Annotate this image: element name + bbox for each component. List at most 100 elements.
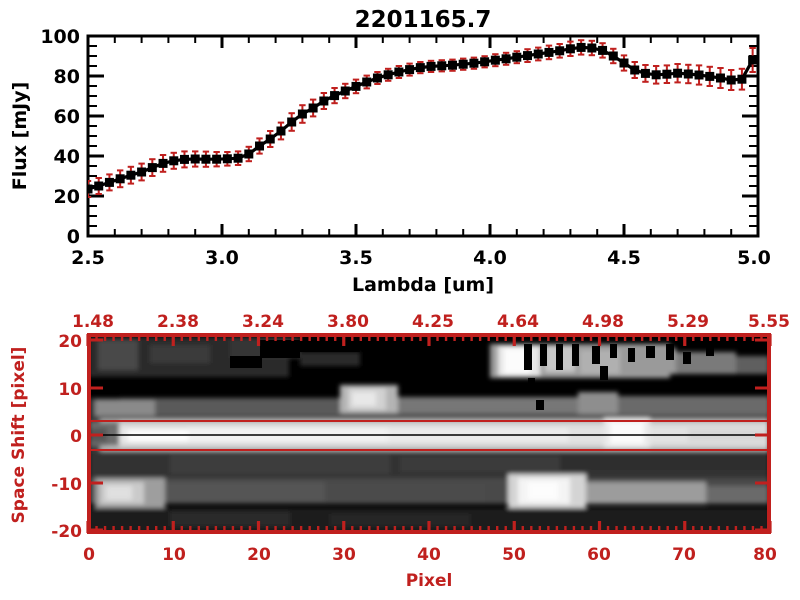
bottom-y-tick-labels: 20 10 0 -10 -20 xyxy=(51,332,82,542)
top-y-tick-label: 40 xyxy=(54,146,80,168)
data-point-marker xyxy=(319,96,329,106)
bottom-x-tick-label: 20 xyxy=(247,545,271,565)
bottom-y-tick-label: 0 xyxy=(70,427,82,447)
bottom-y-ticks xyxy=(89,338,769,532)
data-point-marker xyxy=(576,42,586,52)
data-point-marker xyxy=(715,73,725,83)
top-y-axis-title: Flux [mJy] xyxy=(9,82,31,191)
data-point-marker xyxy=(137,167,147,177)
top-y-tick-label: 80 xyxy=(54,66,80,88)
top-x-tick-label: 4.0 xyxy=(473,247,507,269)
data-point-marker xyxy=(104,177,114,187)
data-point-marker xyxy=(212,154,222,164)
data-point-marker xyxy=(726,75,736,85)
top-x-tick-label: 2.5 xyxy=(71,247,105,269)
data-point-marker xyxy=(694,70,704,80)
data-point-marker xyxy=(437,61,447,71)
data-point-marker xyxy=(447,60,457,70)
top-x-tick-label: 5.0 xyxy=(737,247,771,269)
data-point-marker xyxy=(683,69,693,79)
bottom-major-ticks xyxy=(86,334,772,533)
data-point-marker xyxy=(458,59,468,69)
lambda-tick-label: 1.48 xyxy=(72,312,114,332)
bottom-x-tick-label: 80 xyxy=(753,545,777,565)
data-point-marker xyxy=(587,43,597,53)
bottom-x-tick-label: 60 xyxy=(587,545,611,565)
top-x-tick-label: 4.5 xyxy=(607,247,641,269)
top-panel: 2201165.7 xyxy=(9,7,771,296)
data-point-marker xyxy=(608,51,618,61)
data-point-marker xyxy=(179,154,189,164)
data-point-marker xyxy=(265,134,275,144)
page-title: 2201165.7 xyxy=(355,7,492,33)
top-x-tick-label: 3.5 xyxy=(339,247,373,269)
data-point-marker xyxy=(222,154,232,164)
data-point-marker xyxy=(598,45,608,55)
spectral-image xyxy=(89,335,769,532)
data-point-marker xyxy=(383,70,393,80)
error-bar xyxy=(88,180,92,198)
data-point-marker xyxy=(490,55,500,65)
data-point-marker xyxy=(405,65,415,75)
lambda-tick-label: 4.98 xyxy=(582,312,624,332)
data-point-marker xyxy=(426,61,436,71)
data-point-marker xyxy=(480,57,490,67)
bottom-x-axis-title: Pixel xyxy=(406,571,453,591)
data-point-marker xyxy=(147,163,157,173)
top-y-axis-ticks xyxy=(88,34,758,238)
image-bad-pixels xyxy=(230,338,714,410)
data-point-marker xyxy=(233,153,243,163)
bottom-x-tick-label: 10 xyxy=(162,545,186,565)
data-point-marker xyxy=(276,126,286,136)
bottom-y-axis-title: Space Shift [pixel] xyxy=(9,347,29,524)
data-point-marker xyxy=(94,181,104,191)
data-point-marker xyxy=(201,154,211,164)
data-point-marker xyxy=(244,149,254,159)
lambda-tick-label: 4.25 xyxy=(412,312,454,332)
top-x-axis-title: Lambda [um] xyxy=(352,274,494,296)
data-point-marker xyxy=(287,117,297,127)
data-point-marker xyxy=(640,68,650,78)
data-point-marker xyxy=(662,69,672,79)
data-point-marker xyxy=(523,51,533,61)
bottom-top-axis-tick-labels: 1.48 2.38 3.24 3.80 4.25 4.64 4.98 5.29 … xyxy=(72,312,790,332)
bottom-x-tick-label: 50 xyxy=(502,545,526,565)
data-point-marker xyxy=(705,71,715,81)
data-point-marker xyxy=(651,70,661,80)
data-point-marker xyxy=(469,58,479,68)
bottom-y-tick-label: 10 xyxy=(58,380,82,400)
bottom-y-tick-label: -10 xyxy=(51,475,82,495)
data-point-marker xyxy=(673,68,683,78)
top-x-axis-ticks xyxy=(86,36,760,236)
lambda-tick-label: 5.29 xyxy=(667,312,709,332)
data-point-marker xyxy=(619,58,629,68)
top-x-axis-minor-ticks xyxy=(113,36,733,236)
data-point-marker xyxy=(308,103,318,113)
data-point-marker xyxy=(351,81,361,91)
spectrum-data-layer xyxy=(88,39,758,198)
data-point-marker xyxy=(340,86,350,96)
bottom-x-tick-label: 30 xyxy=(332,545,356,565)
data-point-marker xyxy=(533,49,543,59)
data-point-marker xyxy=(394,67,404,77)
bottom-x-tick-label: 70 xyxy=(672,545,696,565)
data-point-marker xyxy=(126,170,136,180)
data-point-marker xyxy=(115,174,125,184)
data-point-marker xyxy=(372,73,382,83)
data-point-marker xyxy=(415,63,425,73)
data-point-marker xyxy=(330,91,340,101)
lambda-tick-label: 4.64 xyxy=(497,312,539,332)
lambda-tick-label: 2.38 xyxy=(157,312,199,332)
data-point-marker xyxy=(362,77,372,87)
bottom-panel: 20 10 0 -10 -20 0 10 20 30 40 50 60 70 8… xyxy=(9,312,790,591)
bottom-x-tick-labels: 0 10 20 30 40 50 60 70 80 xyxy=(83,545,777,565)
data-point-marker xyxy=(169,156,179,166)
data-point-marker xyxy=(190,154,200,164)
bottom-axis-ticks xyxy=(95,334,763,533)
data-point-marker xyxy=(297,109,307,119)
data-point-marker xyxy=(737,74,747,84)
data-point-marker xyxy=(255,141,265,151)
bottom-y-tick-label: -20 xyxy=(51,522,82,542)
data-point-marker xyxy=(565,44,575,54)
